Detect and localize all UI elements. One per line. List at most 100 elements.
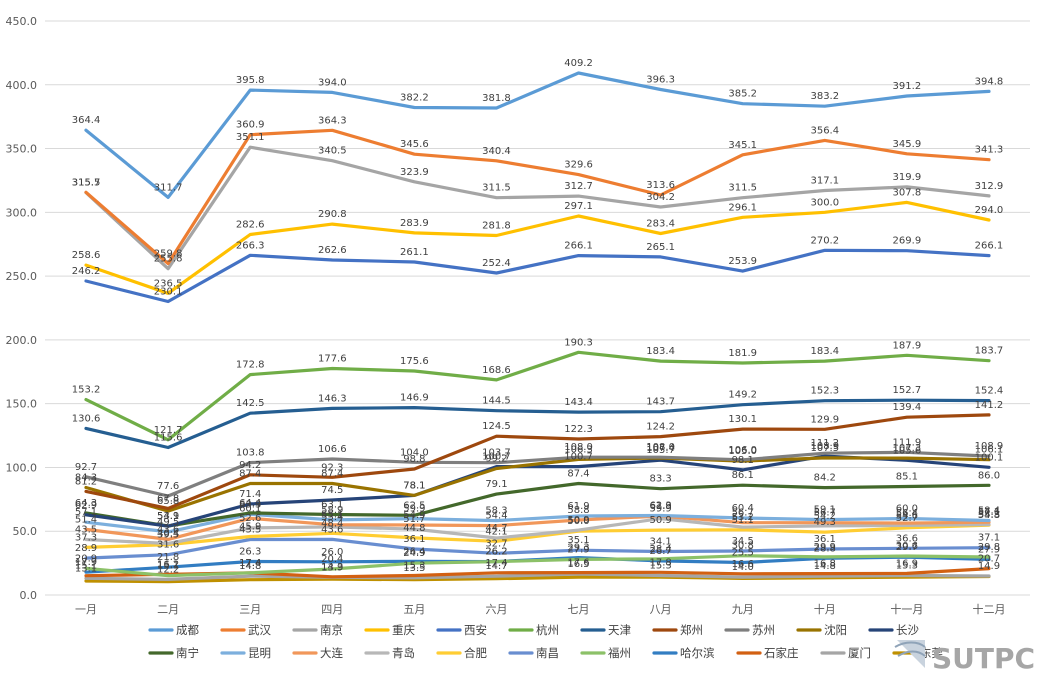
legend-label: 大连 bbox=[320, 646, 343, 660]
data-label: 63.1 bbox=[321, 500, 343, 511]
data-label: 51.7 bbox=[403, 514, 425, 525]
data-label: 111.2 bbox=[810, 438, 839, 449]
data-label: 14.3 bbox=[321, 562, 343, 573]
data-label: 17.6 bbox=[567, 558, 589, 569]
y-tick-label: 250.0 bbox=[6, 270, 38, 283]
legend-label: 南京 bbox=[320, 623, 343, 637]
legend-label: 郑州 bbox=[680, 623, 703, 637]
y-tick-label: 200.0 bbox=[6, 334, 38, 347]
legend-label: 青岛 bbox=[392, 646, 415, 660]
data-label: 153.2 bbox=[72, 385, 101, 396]
data-label: 108.9 bbox=[975, 441, 1004, 452]
data-label: 78.1 bbox=[403, 480, 425, 491]
legend-item: 西安 bbox=[436, 623, 487, 637]
data-label: 103.7 bbox=[482, 448, 511, 459]
data-label: 94.2 bbox=[239, 460, 261, 471]
data-label: 255.8 bbox=[154, 254, 183, 265]
data-label: 16.9 bbox=[896, 558, 918, 569]
legend-item: 天津 bbox=[580, 623, 631, 637]
data-label: 14.0 bbox=[732, 562, 754, 573]
data-label: 54.9 bbox=[403, 510, 425, 521]
data-label: 152.3 bbox=[810, 386, 839, 397]
data-label: 55.3 bbox=[978, 509, 1000, 520]
data-label: 382.2 bbox=[400, 92, 429, 103]
data-label: 59.9 bbox=[403, 504, 425, 515]
data-label: 262.6 bbox=[318, 245, 347, 256]
data-label: 29.9 bbox=[814, 542, 836, 553]
data-label: 142.5 bbox=[236, 398, 265, 409]
data-label: 58.8 bbox=[567, 505, 589, 516]
data-label: 300.0 bbox=[810, 197, 839, 208]
data-label: 364.4 bbox=[72, 115, 101, 126]
data-label: 115.6 bbox=[154, 433, 183, 444]
legend-item: 青岛 bbox=[364, 646, 415, 660]
data-label: 141.2 bbox=[975, 400, 1004, 411]
y-tick-label: 350.0 bbox=[6, 143, 38, 156]
data-label: 14.9 bbox=[978, 561, 1000, 572]
watermark-text: SUTPC bbox=[932, 642, 1035, 675]
data-label: 56.4 bbox=[896, 508, 918, 519]
data-label: 24.9 bbox=[403, 548, 425, 559]
legend-label: 苏州 bbox=[752, 623, 775, 637]
data-label: 26.0 bbox=[321, 547, 343, 558]
data-label: 92.3 bbox=[321, 462, 343, 473]
data-label: 106.3 bbox=[564, 444, 593, 455]
data-label: 51.1 bbox=[732, 515, 754, 526]
data-label: 183.4 bbox=[646, 346, 675, 357]
legend-item: 杭州 bbox=[508, 623, 559, 637]
data-label: 29.7 bbox=[896, 542, 918, 553]
legend-item: 南昌 bbox=[508, 646, 559, 660]
data-label: 26.2 bbox=[485, 547, 507, 558]
data-label: 409.2 bbox=[564, 58, 593, 69]
data-label: 53.2 bbox=[732, 512, 754, 523]
data-label: 107.4 bbox=[646, 443, 675, 454]
data-label: 58.9 bbox=[321, 505, 343, 516]
data-label: 311.5 bbox=[482, 183, 511, 194]
data-label: 230.1 bbox=[154, 286, 183, 297]
data-label: 16.5 bbox=[567, 559, 589, 570]
data-label: 87.4 bbox=[321, 469, 343, 480]
data-label: 177.6 bbox=[318, 353, 347, 364]
data-label: 130.1 bbox=[728, 414, 757, 425]
data-label: 313.6 bbox=[646, 180, 675, 191]
data-label: 43.5 bbox=[239, 525, 261, 536]
series-line-17 bbox=[84, 537, 991, 560]
data-label: 356.4 bbox=[810, 125, 839, 136]
data-label: 14.8 bbox=[239, 561, 261, 572]
data-label: 105.7 bbox=[646, 445, 675, 456]
data-label: 52.7 bbox=[896, 513, 918, 524]
legend-label: 昆明 bbox=[248, 646, 271, 660]
data-label: 311.7 bbox=[154, 182, 183, 193]
data-label: 341.3 bbox=[975, 145, 1004, 156]
data-label: 26.4 bbox=[403, 546, 425, 557]
data-label: 64.3 bbox=[75, 498, 97, 509]
series-line-18 bbox=[84, 554, 991, 578]
data-label: 168.6 bbox=[482, 365, 511, 376]
x-tick-label: 六月 bbox=[485, 603, 507, 616]
data-label: 266.1 bbox=[564, 241, 593, 252]
data-label: 323.9 bbox=[400, 167, 429, 178]
data-label: 15.1 bbox=[75, 561, 97, 572]
data-label: 172.8 bbox=[236, 360, 265, 371]
data-label: 108.0 bbox=[646, 442, 675, 453]
data-label: 60.1 bbox=[239, 503, 261, 514]
data-label: 258.6 bbox=[72, 250, 101, 261]
data-label: 105.0 bbox=[728, 446, 757, 457]
data-label: 74.5 bbox=[321, 485, 343, 496]
data-label: 391.2 bbox=[893, 81, 922, 92]
data-label: 175.6 bbox=[400, 356, 429, 367]
x-tick-label: 一月 bbox=[75, 603, 97, 616]
data-label: 12.2 bbox=[157, 564, 179, 575]
data-label: 345.1 bbox=[728, 140, 757, 151]
legend-item: 石家庄 bbox=[736, 646, 799, 660]
legend-label: 西安 bbox=[464, 623, 487, 637]
data-label: 63.3 bbox=[239, 499, 261, 510]
data-label: 13.1 bbox=[75, 563, 97, 574]
data-label: 42.1 bbox=[485, 526, 507, 537]
data-label: 65.8 bbox=[157, 496, 179, 507]
data-label: 85.1 bbox=[896, 471, 918, 482]
data-label: 315.7 bbox=[72, 177, 101, 188]
data-label: 39.5 bbox=[157, 530, 179, 541]
